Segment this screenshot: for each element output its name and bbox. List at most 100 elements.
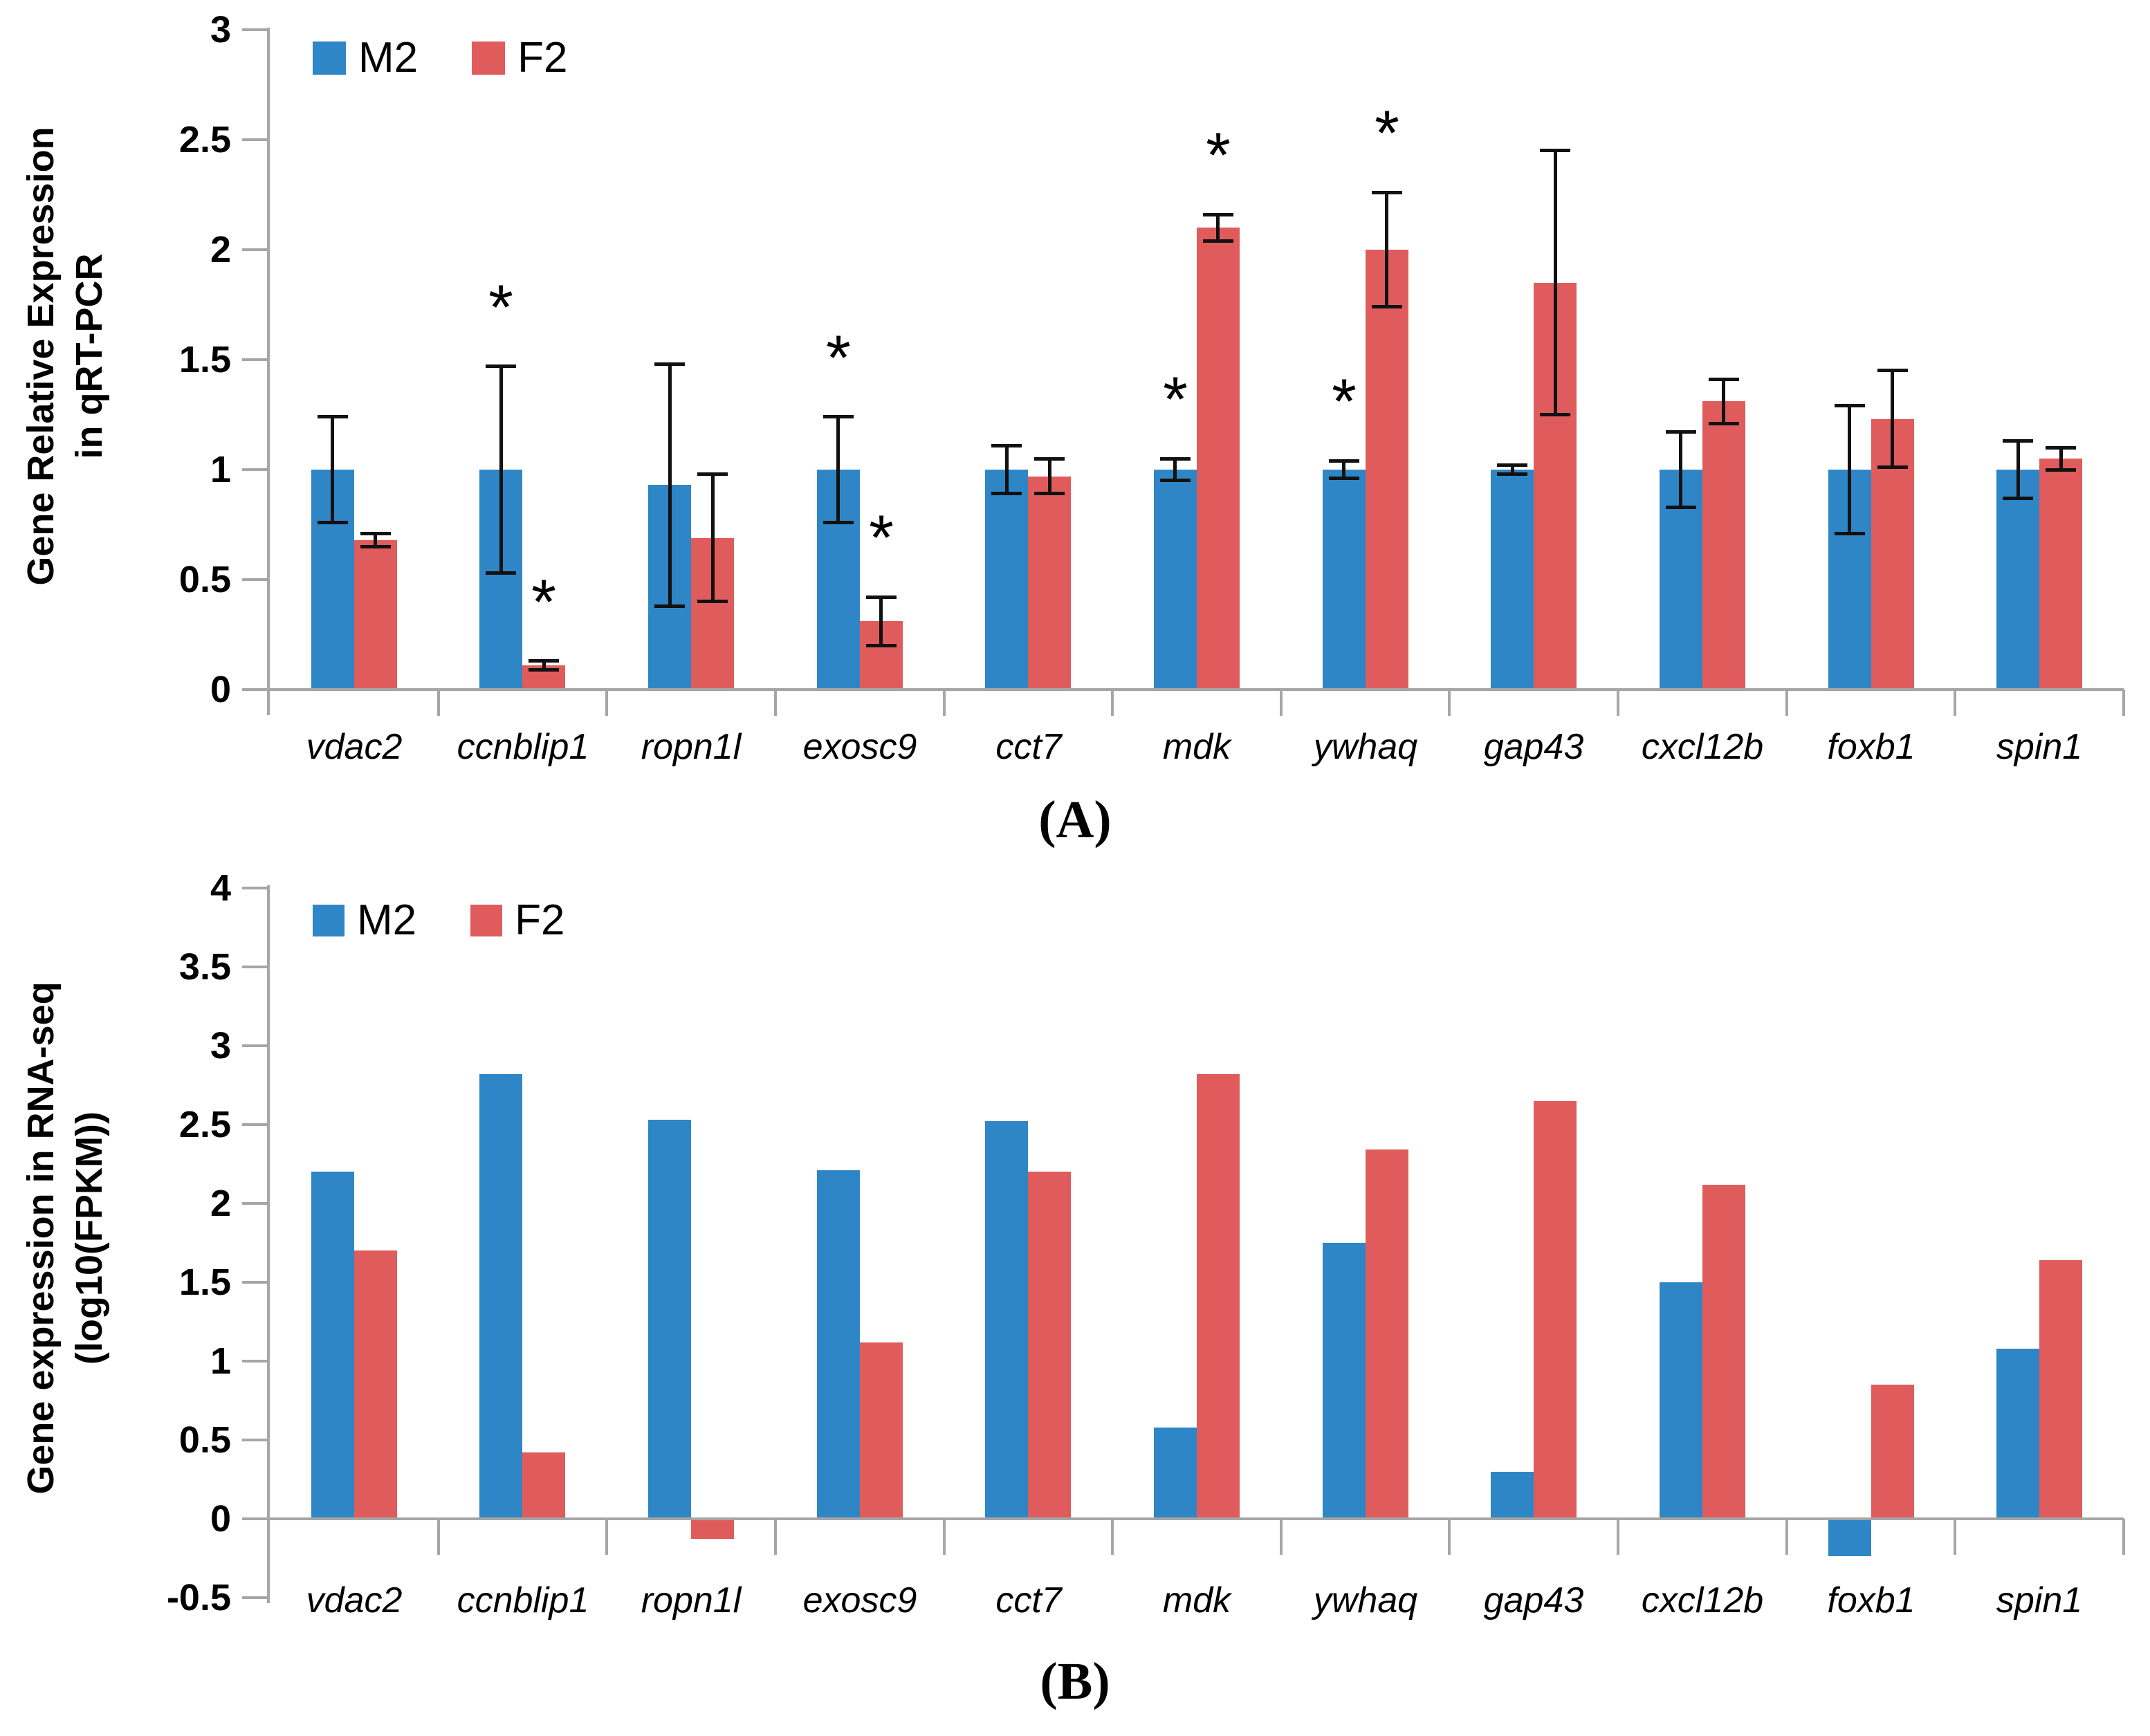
bar-f2-spin1 bbox=[2039, 459, 2082, 691]
y-axis-title: Gene Relative Expression in qRT-PCR bbox=[17, 45, 127, 667]
category-tick bbox=[1954, 1519, 1956, 1555]
error-bar-f2-ywhaq bbox=[1385, 192, 1388, 306]
error-bar-cap-top bbox=[654, 362, 685, 366]
category-label-exosc9: exosc9 bbox=[802, 727, 917, 767]
y-tick-label: 0.5 bbox=[178, 1419, 231, 1461]
y-tick bbox=[242, 1360, 267, 1363]
y-axis-line bbox=[267, 28, 270, 715]
category-tick bbox=[1785, 690, 1788, 716]
y-axis-title-line-1: Gene Relative Expression bbox=[20, 127, 62, 586]
error-bar-cap-top bbox=[1203, 213, 1233, 216]
bar-f2-cct7 bbox=[1028, 1172, 1071, 1520]
category-label-cct7: cct7 bbox=[995, 1580, 1062, 1620]
significance-asterisk-f2-ywhaq: * bbox=[1375, 98, 1399, 169]
y-tick bbox=[242, 1439, 267, 1441]
error-bar-cap-top bbox=[2046, 446, 2076, 450]
category-tick bbox=[1280, 1519, 1283, 1555]
bar-m2-cct7 bbox=[985, 1121, 1028, 1520]
bar-f2-exosc9 bbox=[860, 1342, 903, 1520]
error-bar-cap-top bbox=[1329, 459, 1359, 463]
bar-f2-vdac2 bbox=[354, 1250, 397, 1520]
error-bar-cap-top bbox=[1709, 378, 1739, 381]
legend-label-f2: F2 bbox=[517, 34, 568, 82]
error-bar-f2-vdac2 bbox=[374, 533, 377, 546]
category-label-mdk: mdk bbox=[1162, 727, 1231, 767]
error-bar-cap-top bbox=[991, 444, 1022, 447]
error-bar-cap-top bbox=[2003, 439, 2033, 443]
category-label-spin1: spin1 bbox=[1996, 727, 2083, 767]
bar-m2-ropn1l bbox=[648, 1120, 691, 1520]
y-tick bbox=[242, 887, 267, 889]
category-tick bbox=[1617, 1519, 1619, 1555]
category-tick bbox=[605, 690, 608, 716]
category-label-ropn1l: ropn1l bbox=[641, 727, 742, 767]
error-bar-cap-top bbox=[1160, 457, 1191, 461]
error-bar-cap-bottom bbox=[529, 668, 559, 672]
error-bar-m2-cxcl12b bbox=[1679, 432, 1682, 507]
error-bar-cap-bottom bbox=[1540, 413, 1570, 416]
legend-swatch-f2 bbox=[472, 41, 506, 75]
error-bar-cap-bottom bbox=[697, 600, 728, 603]
y-tick bbox=[242, 468, 267, 471]
error-bar-cap-bottom bbox=[1034, 492, 1065, 495]
bar-m2-cct7 bbox=[985, 470, 1028, 691]
error-bar-cap-top bbox=[1835, 404, 1865, 407]
y-tick bbox=[242, 1044, 267, 1047]
bar-m2-exosc9 bbox=[817, 1170, 860, 1520]
category-label-gap43: gap43 bbox=[1483, 727, 1584, 767]
category-tick bbox=[943, 1519, 946, 1555]
category-label-foxb1: foxb1 bbox=[1827, 1580, 1915, 1620]
bar-m2-vdac2 bbox=[311, 1172, 354, 1520]
category-label-foxb1: foxb1 bbox=[1827, 727, 1915, 767]
category-label-spin1: spin1 bbox=[1996, 1580, 2083, 1620]
legend-swatch-m2 bbox=[313, 41, 346, 75]
category-label-vdac2: vdac2 bbox=[306, 1580, 403, 1620]
error-bar-m2-ropn1l bbox=[668, 364, 672, 606]
error-bar-f2-mdk bbox=[1216, 214, 1220, 241]
y-tick-label: 2.5 bbox=[178, 119, 231, 160]
error-bar-f2-spin1 bbox=[2059, 447, 2063, 470]
y-tick bbox=[242, 1281, 267, 1284]
bar-m2-ywhaq bbox=[1323, 470, 1366, 691]
category-tick bbox=[943, 690, 946, 716]
error-bar-f2-foxb1 bbox=[1891, 371, 1894, 468]
error-bar-m2-ccnblip1 bbox=[499, 367, 503, 573]
x-axis-line bbox=[267, 688, 2124, 691]
bar-m2-gap43 bbox=[1491, 470, 1534, 691]
error-bar-cap-bottom bbox=[1160, 479, 1191, 482]
category-tick bbox=[437, 690, 440, 716]
x-axis-line bbox=[267, 1517, 2124, 1520]
legend-swatch-f2 bbox=[470, 905, 503, 936]
panel-b-rnaseq-chart: -0.5 0 0.5 1 1.5 2 2.5 3 3.5 4 vdac2 ccnblip1 ropn1l… bbox=[0, 788, 2150, 1650]
bar-m2-ywhaq bbox=[1323, 1243, 1366, 1520]
error-bar-cap-top bbox=[866, 595, 897, 599]
bar-m2-spin1 bbox=[1996, 1349, 2039, 1520]
y-tick-label: 4 bbox=[210, 867, 231, 909]
significance-asterisk-m2-exosc9: * bbox=[826, 323, 851, 394]
error-bar-f2-ropn1l bbox=[711, 474, 715, 601]
y-tick bbox=[242, 1596, 267, 1599]
error-bar-m2-spin1 bbox=[2016, 441, 2020, 499]
error-bar-cap-bottom bbox=[823, 521, 854, 524]
error-bar-cap-bottom bbox=[1666, 506, 1696, 509]
category-tick bbox=[605, 1519, 608, 1555]
error-bar-cap-top bbox=[360, 532, 391, 535]
y-tick bbox=[242, 1123, 267, 1126]
error-bar-m2-mdk bbox=[1173, 459, 1177, 481]
legend: M2 F2 bbox=[313, 899, 565, 942]
error-bar-m2-cct7 bbox=[1005, 445, 1009, 494]
error-bar-cap-bottom bbox=[1877, 465, 1908, 469]
category-tick bbox=[1617, 690, 1619, 716]
y-tick-label: 1.5 bbox=[178, 339, 231, 380]
error-bar-cap-bottom bbox=[2003, 497, 2033, 500]
error-bar-cap-bottom bbox=[1372, 305, 1402, 308]
y-tick-label: 3.5 bbox=[178, 946, 231, 988]
category-tick bbox=[1954, 690, 1956, 716]
error-bar-m2-exosc9 bbox=[836, 417, 840, 523]
y-tick bbox=[242, 966, 267, 968]
category-label-cxcl12b: cxcl12b bbox=[1641, 727, 1764, 767]
error-bar-f2-ccnblip1 bbox=[542, 661, 546, 670]
y-tick bbox=[242, 28, 267, 31]
y-tick-label: -0.5 bbox=[166, 1577, 231, 1618]
legend: M2 F2 bbox=[313, 37, 568, 80]
